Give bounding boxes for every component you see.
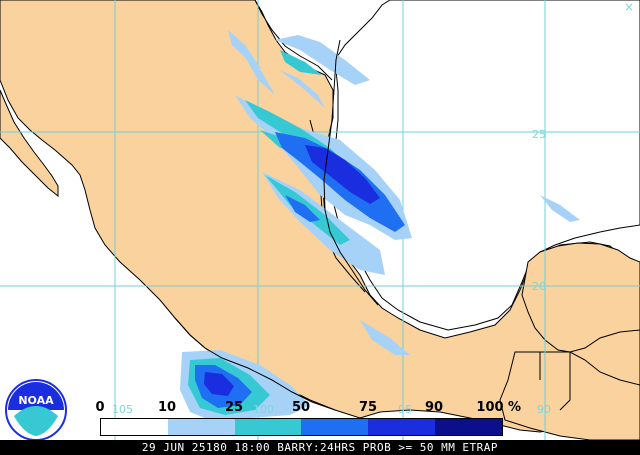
product-caption: 29 JUN 25180 18:00 BARRY:24HRS PROB >= 5… (0, 440, 640, 455)
noaa-logo-text: NOAA (18, 394, 54, 407)
coastline-east (323, 39, 379, 306)
probability-legend: 0 10 25 50 75 90 100 % (95, 400, 521, 436)
lon-label-100: 100 (253, 403, 274, 416)
lon-label-95: 95 (398, 403, 412, 416)
noaa-logo: NOAA (5, 379, 67, 441)
legend-swatch-1 (167, 419, 235, 435)
lat-label-25: 25 (532, 128, 546, 141)
guatemala-border (515, 351, 571, 411)
legend-swatch-0 (101, 419, 168, 435)
legend-tick-50: 50 (291, 400, 311, 415)
legend-tick-100: 100 (476, 400, 504, 415)
legend-tick-90: 90 (424, 400, 444, 415)
legend-swatch-5 (435, 419, 502, 435)
legend-swatch-3 (301, 419, 369, 435)
border-line (254, 0, 333, 81)
legend-ticks: 0 10 25 50 75 90 100 % (95, 400, 522, 416)
legend-tick-25: 25 (224, 400, 244, 415)
legend-swatch-4 (368, 419, 436, 435)
gulf-of-mexico (332, 0, 640, 331)
legend-color-bar (100, 418, 503, 436)
prob-vhigh-band (204, 145, 380, 396)
baja-peninsula (0, 89, 59, 198)
corner-mark: × (623, 0, 634, 14)
legend-unit: % (508, 400, 522, 415)
legend-tick-75: 75 (358, 400, 378, 415)
legend-tick-0: 0 (95, 400, 105, 415)
lon-label-90: 90 (537, 403, 551, 416)
legend-swatch-2 (234, 419, 302, 435)
coastline-pacific (174, 317, 336, 411)
legend-tick-10: 10 (157, 400, 177, 415)
lat-label-20: 20 (532, 280, 546, 293)
yucatan-peninsula (521, 242, 640, 353)
lon-label-105: 105 (112, 403, 133, 416)
